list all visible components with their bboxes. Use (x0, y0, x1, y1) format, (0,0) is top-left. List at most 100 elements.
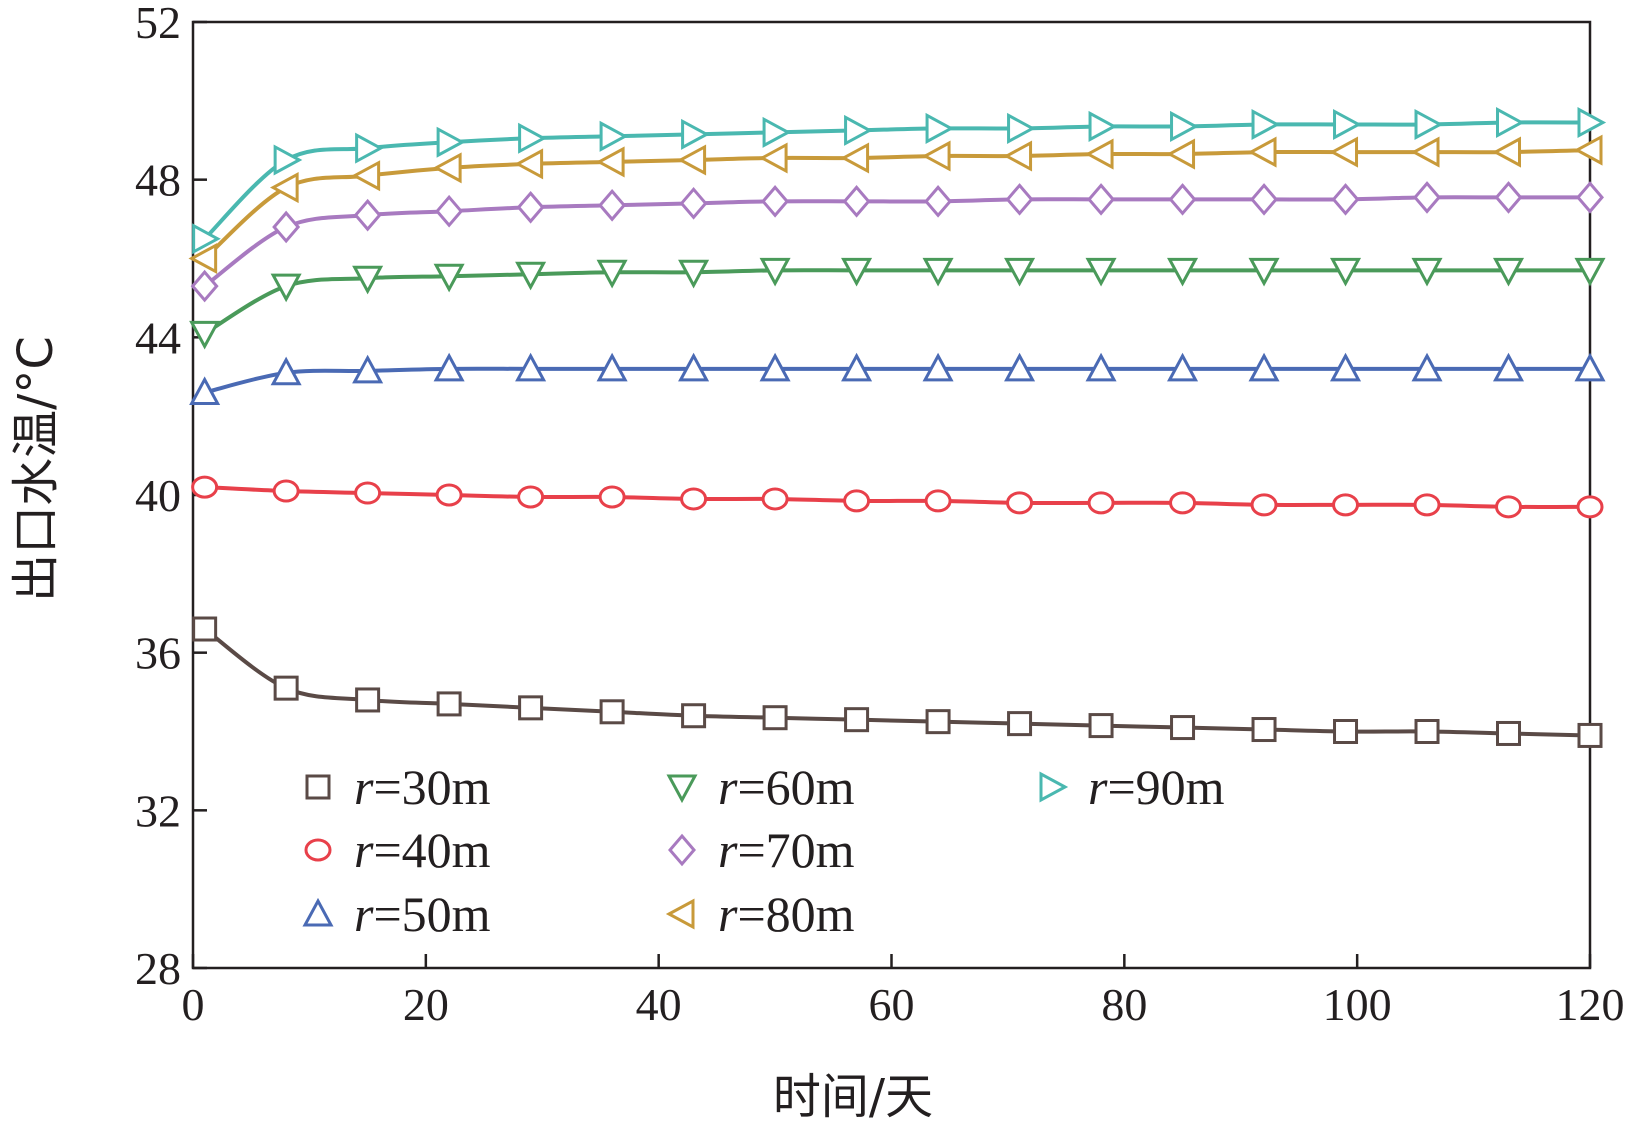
series-line (203, 268, 1590, 336)
series-layer (188, 106, 1607, 748)
data-point (1577, 106, 1607, 139)
data-point (1167, 257, 1199, 287)
data-point (1007, 112, 1036, 144)
legend-radius: =70m (737, 822, 854, 878)
data-point (433, 352, 465, 382)
data-point (1494, 181, 1523, 214)
legend-r-symbol: r (354, 822, 374, 878)
y-tick-label: 36 (135, 628, 181, 679)
legend-radius: =90m (1107, 759, 1224, 815)
data-point (1251, 717, 1277, 743)
data-point (1085, 257, 1117, 287)
data-point (596, 259, 628, 289)
data-point (1577, 722, 1603, 748)
data-point (1088, 713, 1114, 739)
y-tick-label: 44 (135, 312, 181, 363)
data-point (681, 118, 710, 150)
data-point (599, 120, 629, 152)
data-point (681, 703, 707, 729)
data-point (1247, 136, 1277, 168)
legend-item-50m: r=50m (302, 886, 491, 942)
data-point (436, 691, 462, 717)
data-point (840, 142, 870, 174)
data-point (1414, 108, 1444, 141)
data-point (1250, 493, 1278, 517)
data-point (596, 352, 628, 382)
legend-r-symbol: r (718, 886, 738, 942)
data-point (759, 352, 791, 382)
data-point (1573, 134, 1603, 166)
data-point (355, 687, 381, 713)
legend-label: r=80m (718, 886, 855, 942)
y-axis-title: 出口水温/°C (8, 336, 64, 602)
data-point (1084, 138, 1114, 170)
data-point (925, 112, 955, 144)
x-tick-label: 120 (1556, 979, 1625, 1030)
data-point (189, 376, 221, 406)
data-point (844, 114, 873, 146)
x-tick-label: 80 (1101, 979, 1147, 1030)
data-point (1169, 491, 1197, 515)
series-line (203, 120, 1591, 241)
data-point (1248, 257, 1280, 287)
data-point (1170, 715, 1196, 741)
data-point (924, 185, 953, 218)
data-point (762, 116, 792, 148)
data-point (1006, 491, 1034, 515)
data-point (272, 479, 300, 503)
legend-marker (304, 838, 332, 862)
legend-marker (1039, 771, 1069, 803)
y-tick-label: 28 (135, 943, 181, 994)
data-point (1166, 138, 1196, 170)
data-point (921, 140, 951, 172)
data-point (1410, 136, 1440, 168)
data-point (1248, 352, 1280, 382)
series-line (204, 485, 1591, 509)
data-point (1004, 257, 1036, 287)
data-point (1576, 181, 1604, 214)
legend-item-40m: r=40m (304, 822, 491, 878)
data-point (1330, 352, 1362, 382)
data-point (514, 148, 544, 180)
data-point (1492, 136, 1522, 168)
data-point (679, 187, 708, 220)
legend-r-symbol: r (718, 822, 738, 878)
data-point (270, 273, 302, 303)
data-point (515, 352, 547, 382)
data-point (515, 261, 547, 291)
data-point (758, 142, 788, 174)
series-90m (192, 106, 1607, 255)
data-point (273, 144, 303, 176)
data-point (1170, 110, 1199, 142)
data-point (1496, 106, 1525, 139)
data-point (352, 265, 384, 295)
data-point (1413, 493, 1441, 517)
data-point (1333, 108, 1362, 141)
data-point (1168, 183, 1197, 216)
data-point (352, 354, 384, 384)
legend-label: r=30m (354, 759, 491, 815)
data-point (841, 257, 873, 287)
legend-marker (665, 898, 695, 930)
x-axis-title: 时间/天 (773, 1069, 933, 1125)
data-point (1087, 491, 1115, 515)
data-point (1411, 352, 1443, 382)
y-tick-label: 32 (135, 785, 181, 836)
data-point (678, 259, 710, 289)
data-point (351, 160, 381, 192)
data-point (435, 194, 464, 228)
data-point (761, 185, 790, 218)
data-point (1492, 257, 1525, 287)
data-point (1330, 257, 1362, 287)
data-point (1492, 352, 1525, 382)
x-tick-label: 40 (636, 979, 682, 1030)
data-point (353, 198, 382, 232)
data-point (1413, 181, 1441, 214)
data-point (1329, 136, 1359, 168)
data-point (191, 475, 219, 499)
data-point (1332, 493, 1360, 517)
data-point (432, 152, 462, 184)
axes: 0 20 40 60 80 100 120 28 32 36 40 44 48 52 (135, 0, 1625, 1030)
legend-item-30m: r=30m (305, 759, 491, 815)
data-point (433, 263, 465, 293)
